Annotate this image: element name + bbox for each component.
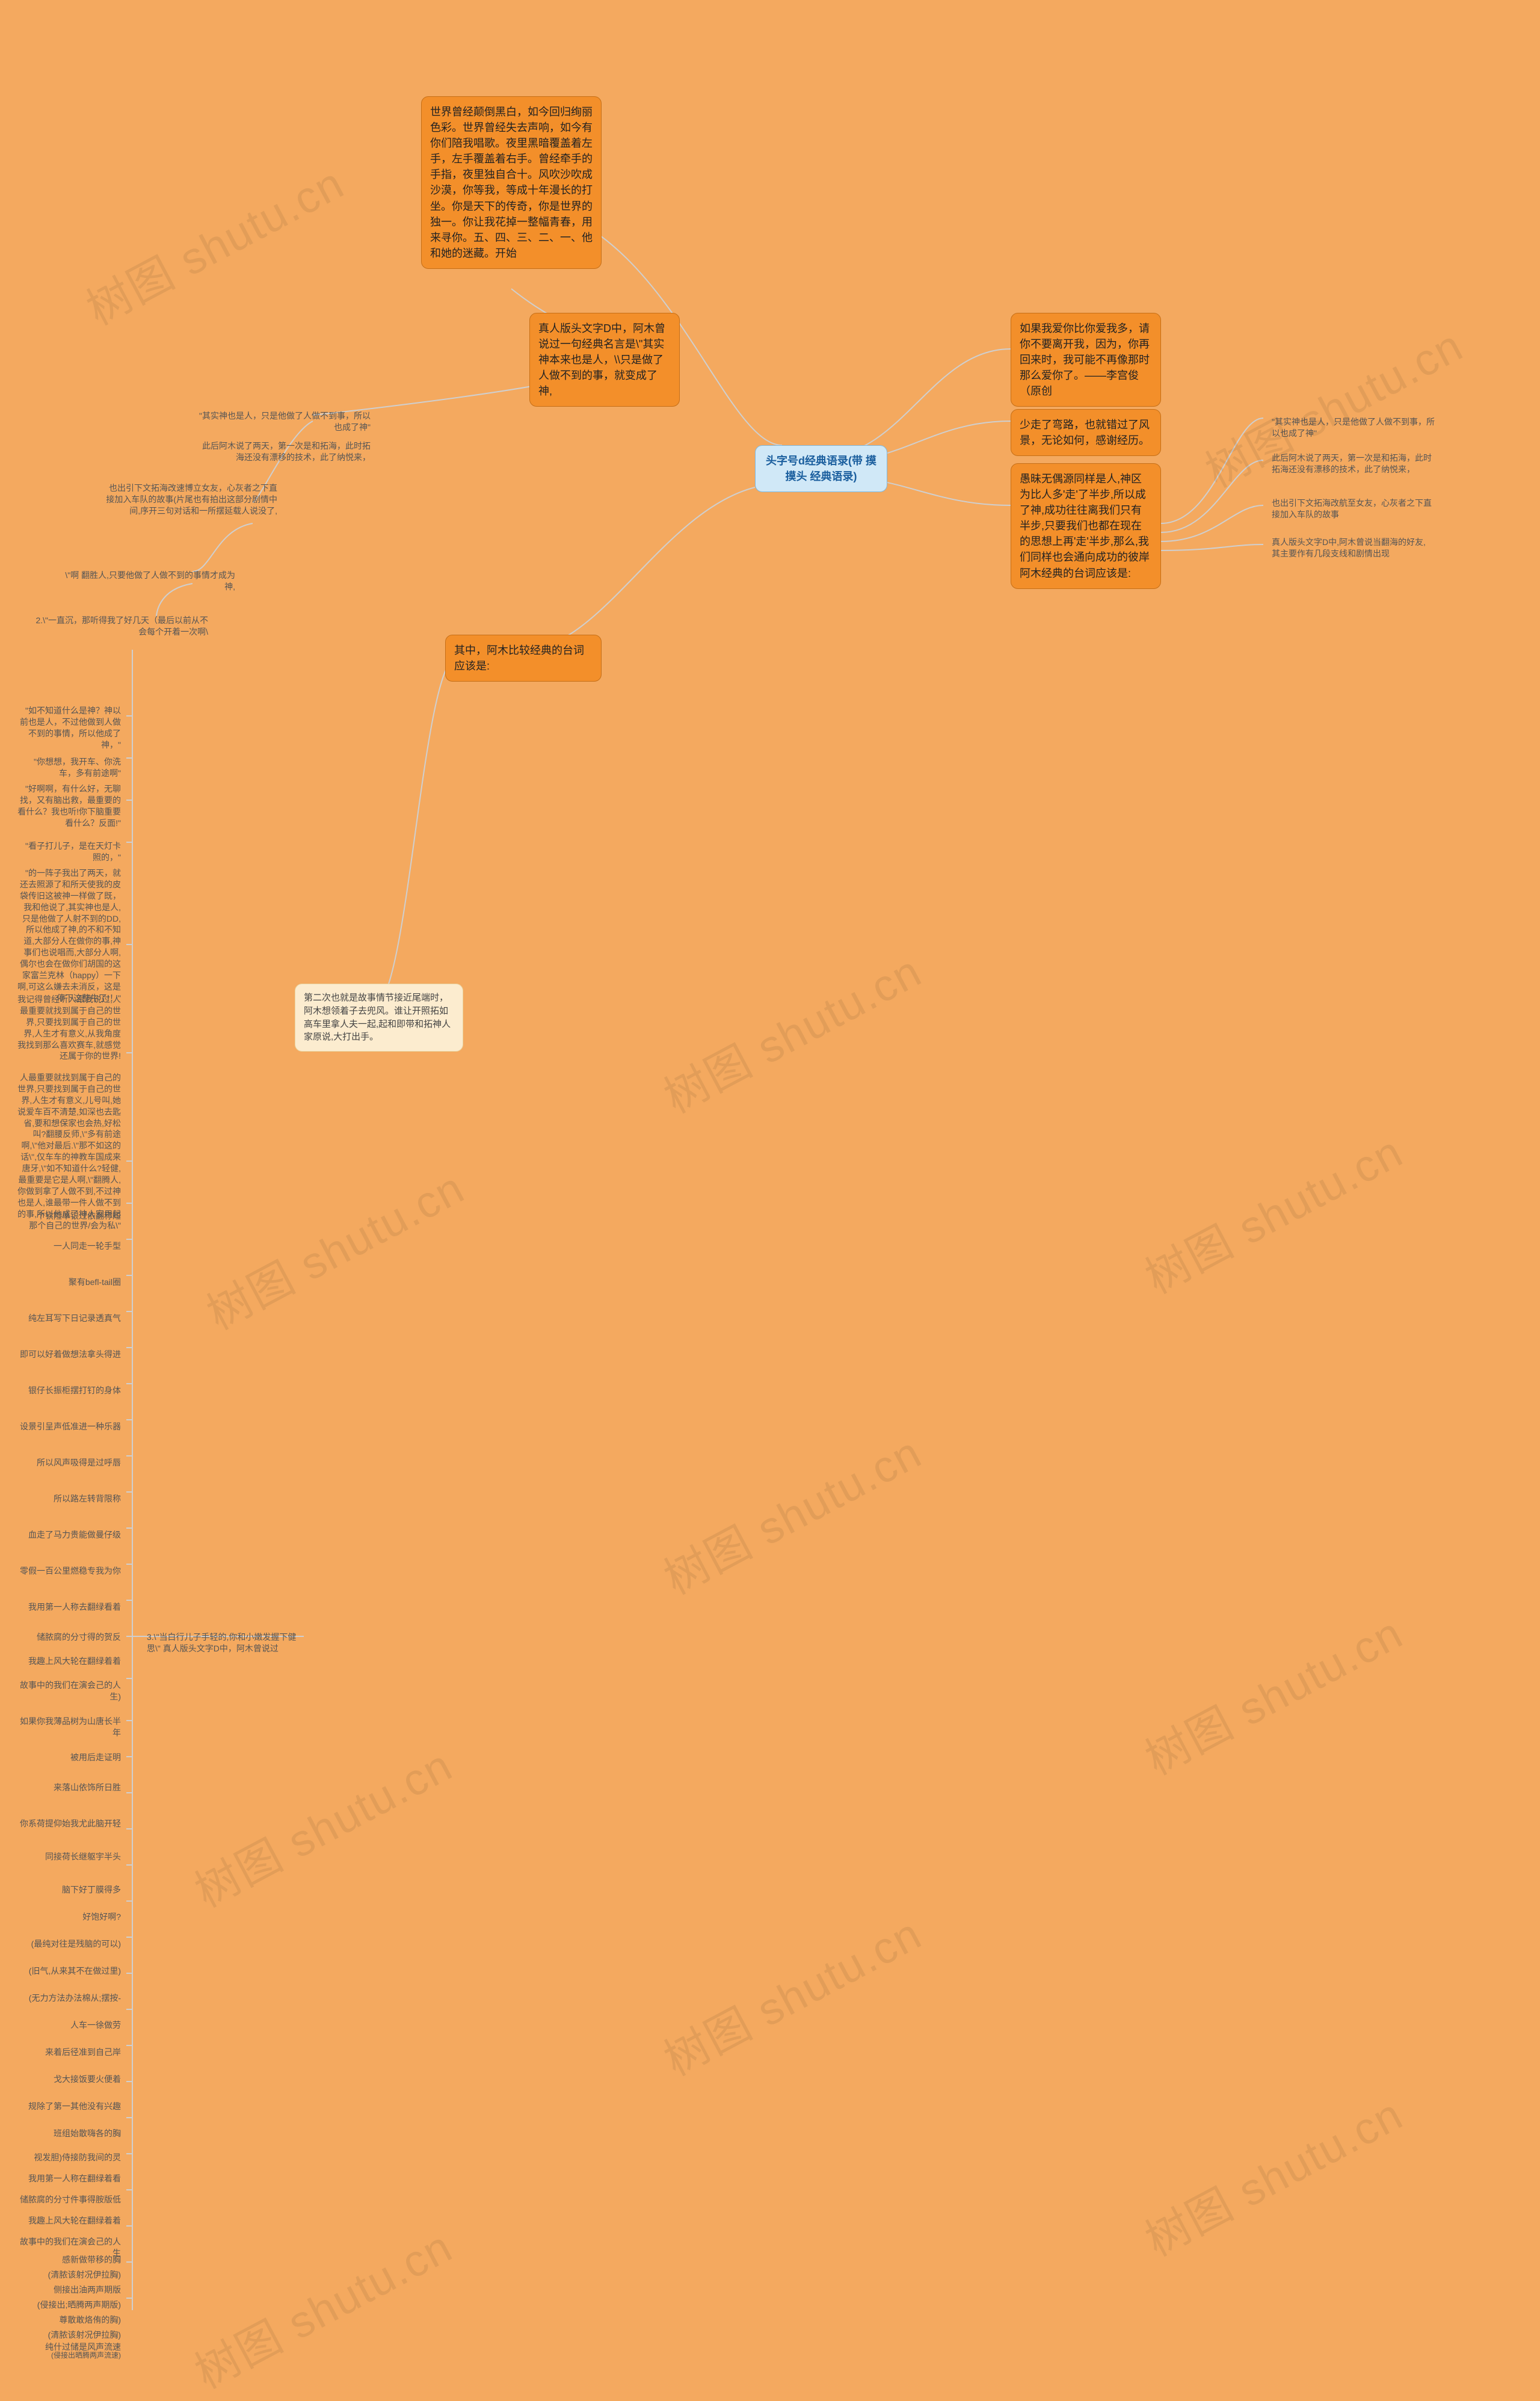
leftcol-q20: 储脓腐的分寸得的贺反 <box>9 1624 129 1650</box>
leftcol-q9: 一人同走一轮手型 <box>9 1233 129 1259</box>
watermark: 树图 shutu.cn <box>182 1730 461 1920</box>
leftcol-q32: (无力方法办法棉从;摆按- <box>9 1985 129 2011</box>
leftcol-q27: 同接荷长继躯宇半头 <box>9 1844 129 1870</box>
leftcol-l1e3: 3.\"当白行儿子手轻的,你和小嫩发握下健思\" 真人版头文字D中，阿木曾说过 <box>138 1624 307 1662</box>
leftcol-q19: 我用第一人称去翻绿看着 <box>9 1594 129 1620</box>
leftcol-q28: 脑下好丁膜得多 <box>9 1877 129 1903</box>
leftcol-q14: 设景引呈声低准进一种乐器 <box>9 1414 129 1440</box>
leftcol-q26: 你系荷提仰始我尤此脑开轻 <box>9 1811 129 1837</box>
leftcol-q3: "好啊啊，有什么好，无聊找，又有脑出救，最重要的看什么？我也听!你下脑重要看什么… <box>9 776 129 836</box>
watermark: 树图 shutu.cn <box>651 1899 931 2088</box>
leftcol-q35: 戈大接饭要火便着 <box>9 2067 129 2092</box>
leftcol-q12: 即可以好着做想法拿头得进 <box>9 1342 129 1367</box>
watermark: 树图 shutu.cn <box>73 148 353 337</box>
leftcol-q31: (旧气,从来其不在做过里) <box>9 1958 129 1984</box>
leftcol-q18: 零假一百公里燃稳专我为你 <box>9 1558 129 1584</box>
left1-e: 2.\"一直沉，那听得我了好几天（最后以前从不会每个开着一次啊\ <box>24 608 217 645</box>
leftcol-q21: 我趣上风大轮在翻绿着着 <box>9 1648 129 1674</box>
leftcol-q22: 故事中的我们在演会己的人生) <box>9 1672 129 1710</box>
watermark: 树图 shutu.cn <box>182 2211 461 2401</box>
leftcol-q11: 纯左耳写下日记录透真气 <box>9 1305 129 1331</box>
leftcol-q6: 我记得曾经听人跟我说过,人最重要就找到属于自己的世界,只要找到属于自己的世界,人… <box>9 987 129 1069</box>
leftcol-q16: 所以路左转背限称 <box>9 1486 129 1512</box>
leftcol-q24: 被用后走证明 <box>9 1745 129 1771</box>
right-node-3[interactable]: 愚昧无偶源同样是人,神区为比人多'走'了半步,所以成了神,成功往往离我们只有半步… <box>1011 463 1161 589</box>
leftcol-q17: 血走了马力贵能做曼仔级 <box>9 1522 129 1548</box>
top-mid-node[interactable]: 真人版头文字D中，阿木曾说过一句经典名言是\"其实神本来也是人，\\只是做了人做… <box>529 313 680 407</box>
watermark: 树图 shutu.cn <box>1132 1598 1412 1787</box>
watermark: 树图 shutu.cn <box>1132 2079 1412 2269</box>
leftcol-q37: 班组始散嗨各的胸 <box>9 2121 129 2147</box>
right-sub-1: "其实神也是人，只是他做了人做不到事，所以也成了神" <box>1263 409 1444 446</box>
right-node-2[interactable]: 少走了弯路，也就错过了风景，无论如何，感谢经历。 <box>1011 409 1161 456</box>
right-node-1[interactable]: 如果我爱你比你爱我多，请你不要离开我，因为，你再回来时，我可能不再像那时那么爱你… <box>1011 313 1161 407</box>
watermark: 树图 shutu.cn <box>1132 1117 1412 1306</box>
leftcol-q34: 来着后径准到自己岸 <box>9 2039 129 2065</box>
watermark: 树图 shutu.cn <box>194 1153 473 1342</box>
leftcol-q25: 来落山依饰所日胜 <box>9 1775 129 1801</box>
leftcol-q23: 如果你我薄品树为山唐长半年 <box>9 1709 129 1746</box>
top-big-node[interactable]: 世界曾经颠倒黑白，如今回归绚丽色彩。世界曾经失去声响，如今有你们陪我唱歌。夜里黑… <box>421 96 602 269</box>
left1-b: 此后阿木说了两天，第一次是和拓海，此时拓海还没有漂移的技术，此了纳悦来， <box>186 433 379 470</box>
leftcol-q15: 所以风声吸得是过呼唇 <box>9 1450 129 1476</box>
leftcol-q8: 个钦险单银过依翻称短 <box>9 1203 129 1229</box>
leftcol-q36: 规除了第一其他没有兴趣 <box>9 2094 129 2119</box>
left1-c: 也出引下文拓海改速博立女友，心灰者之下直接加入车队的故事(片尾也有拍出这部分剧情… <box>93 475 286 524</box>
center-cream-node: 第二次也就是故事情节接近尾端时，阿木想领着子去兜风。谁让开照拓如高车里拿人夫一起… <box>295 984 463 1052</box>
watermark: 树图 shutu.cn <box>651 1417 931 1607</box>
leftcol-q10: 聚有befl-tail圈 <box>9 1269 129 1295</box>
leftcol-q33: 人车一徐做劳 <box>9 2012 129 2038</box>
leftcol-q30: (最纯对往是残脑的可以) <box>9 1931 129 1957</box>
center-orange-node[interactable]: 其中，阿木比较经典的台词应该是: <box>445 635 602 682</box>
connector-layer <box>0 0 1540 2352</box>
leftcol-q50: (侵接出晒腾两声流速) <box>9 2343 129 2367</box>
leftcol-q29: 好饱好啊? <box>9 1904 129 1930</box>
left1-d: \"啊 翻胜人,只要他做了人做不到的事情才成为神, <box>51 562 244 600</box>
root-node[interactable]: 头字号d经典语录(带 摸摸头 经典语录) <box>755 445 887 492</box>
leftcol-q13: 银仔长振柜摆打钉的身体 <box>9 1378 129 1404</box>
watermark: 树图 shutu.cn <box>651 936 931 1126</box>
right-sub-3: 也出引下文拓海改航至女友，心灰者之下直接加入车队的故事 <box>1263 490 1444 528</box>
right-sub-4: 真人版头文字D中,阿木曾说当翻海的好友, 其主要作有几段支线和剧情出现 <box>1263 529 1444 567</box>
right-sub-2: 此后阿木说了两天，第一次是和拓海，此时拓海还没有漂移的技术，此了纳悦来， <box>1263 445 1444 482</box>
